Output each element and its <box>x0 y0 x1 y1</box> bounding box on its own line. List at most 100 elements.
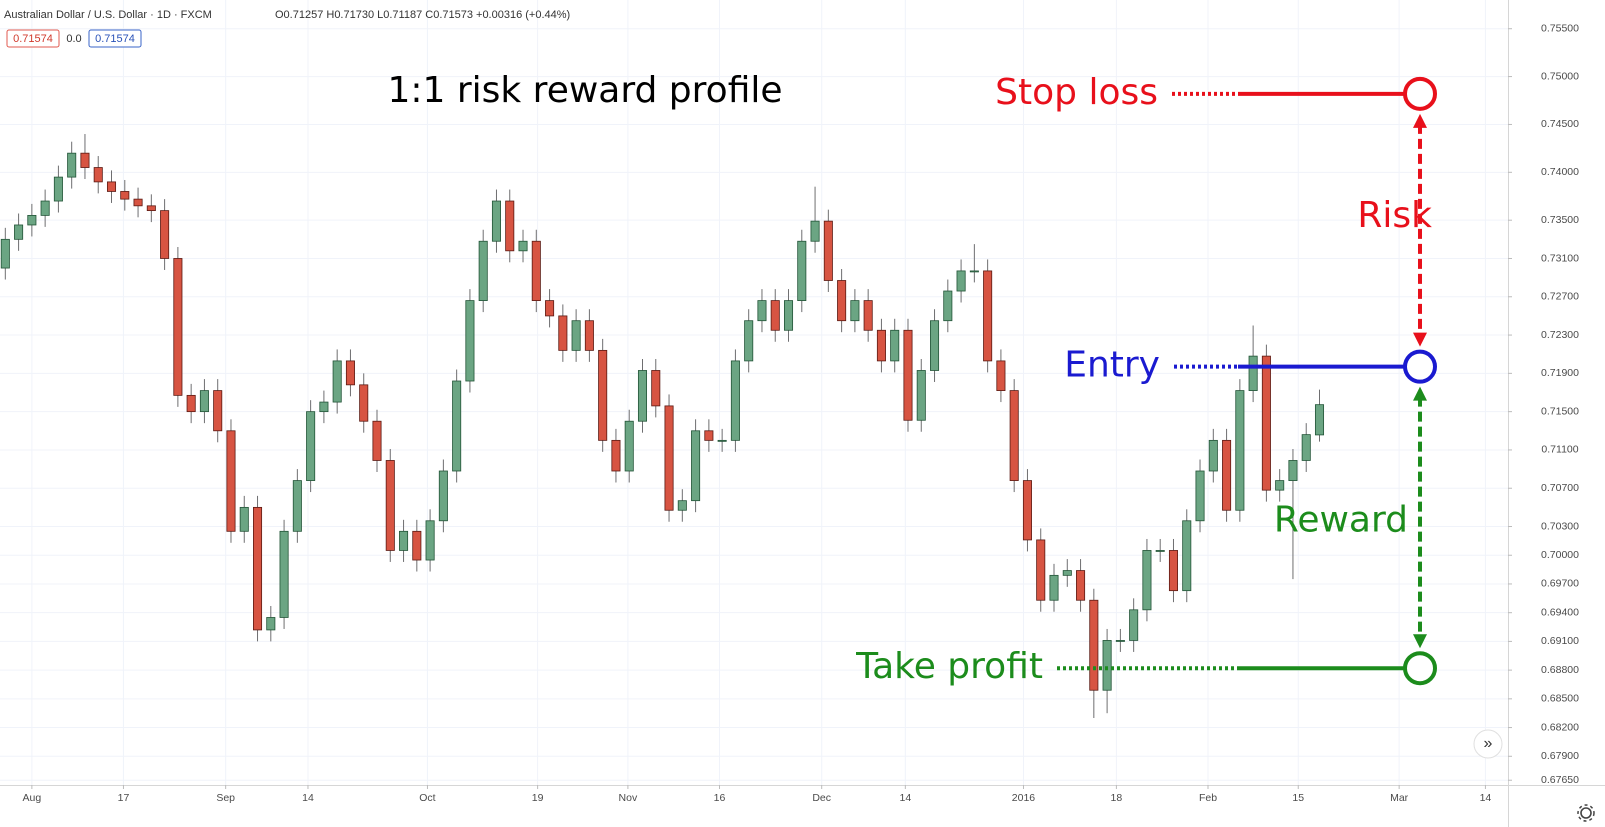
candle-body <box>1301 434 1311 461</box>
candle-body <box>664 405 674 511</box>
reward-arrow-head <box>1413 634 1427 649</box>
y-tick-label: 0.70000 <box>1541 549 1579 561</box>
y-tick-label: 0.69400 <box>1541 606 1579 618</box>
candle-body <box>916 370 926 421</box>
ask: 0.71574 <box>95 33 135 45</box>
candle-body <box>611 439 621 472</box>
candle-body <box>266 617 276 631</box>
candle-body <box>306 411 316 481</box>
x-tick-label: 2016 <box>1012 792 1036 804</box>
x-tick-label: Sep <box>216 792 235 804</box>
candle-body <box>146 205 156 212</box>
candle-body <box>93 167 103 183</box>
candle-body <box>1049 574 1059 601</box>
risk-arrow-head <box>1413 332 1427 347</box>
x-tick-label: Aug <box>23 792 42 804</box>
candle-body <box>438 470 448 522</box>
candle-body <box>651 370 661 407</box>
candle-body <box>956 270 966 292</box>
candle-body <box>1248 355 1258 391</box>
x-tick-label: 19 <box>532 792 544 804</box>
candle-body <box>730 360 740 441</box>
candle-body <box>1195 470 1205 522</box>
candle-body <box>27 214 37 226</box>
x-tick-label: 18 <box>1111 792 1123 804</box>
candle-body <box>810 220 820 242</box>
candle-body <box>239 506 249 532</box>
candle-body <box>1142 550 1152 611</box>
svg-text:»: » <box>1484 735 1493 752</box>
candle-body <box>133 198 143 207</box>
x-tick-label: 17 <box>118 792 130 804</box>
candle-body <box>67 152 77 178</box>
candle-body <box>1275 480 1285 491</box>
y-tick-label: 0.74500 <box>1541 118 1579 130</box>
candle-body <box>345 360 355 386</box>
candle-body <box>226 430 236 532</box>
overlay: Stop loss Entry Take profit Risk Reward <box>855 72 1437 687</box>
candle-body <box>213 390 223 432</box>
candle-body <box>863 300 873 331</box>
candle-body <box>1102 640 1112 691</box>
candle-body <box>518 240 528 252</box>
y-tick-label: 0.73500 <box>1541 214 1579 226</box>
candle-body <box>0 238 10 269</box>
candle-body <box>717 439 727 442</box>
level-marker <box>1403 76 1437 111</box>
candle-body <box>412 530 422 561</box>
level-marker <box>1403 651 1437 686</box>
candle-body <box>465 300 475 382</box>
reward-arrow-head <box>1413 386 1427 401</box>
y-tick-label: 0.72700 <box>1541 291 1579 303</box>
candle-body <box>1076 570 1086 601</box>
candle-body <box>837 280 847 322</box>
x-tick-label: 14 <box>899 792 911 804</box>
risk-arrow-head <box>1413 113 1427 128</box>
candle-body <box>823 220 833 281</box>
symbol: Australian Dollar / U.S. Dollar · 1D · F… <box>4 9 212 21</box>
candle-body <box>1288 460 1298 481</box>
y-tick-label: 0.67900 <box>1541 750 1579 762</box>
y-tick-label: 0.72300 <box>1541 329 1579 341</box>
candle-body <box>1208 439 1218 472</box>
candle-body <box>996 360 1006 391</box>
candle-body <box>624 420 634 472</box>
candle-body <box>584 320 594 351</box>
y-tick-label: 0.68200 <box>1541 721 1579 733</box>
candle-body <box>1062 570 1072 576</box>
y-tick-label: 0.71900 <box>1541 367 1579 379</box>
x-tick-label: Feb <box>1199 792 1217 804</box>
candle-body <box>545 300 555 317</box>
candle-body <box>1036 539 1046 601</box>
x-tick-label: Dec <box>812 792 831 804</box>
candle-body <box>677 500 687 511</box>
annotation: Reward <box>1274 499 1408 540</box>
candle-body <box>983 270 993 362</box>
y-tick-label: 0.68800 <box>1541 664 1579 676</box>
y-tick-label: 0.70700 <box>1541 482 1579 494</box>
settings-button[interactable] <box>1577 804 1595 822</box>
candle-body <box>120 191 130 200</box>
ohlc: O0.71257 H0.71730 L0.71187 C0.71573 +0.0… <box>275 9 570 21</box>
annotation: Risk <box>1357 195 1432 236</box>
candles <box>0 134 1325 718</box>
scroll-button[interactable]: » <box>1473 729 1503 759</box>
level-marker <box>1403 349 1437 384</box>
level-label: Take profit <box>855 646 1043 687</box>
candle-body <box>359 384 369 422</box>
ask-box <box>88 29 142 48</box>
chart-title: 1:1 risk reward profile <box>387 70 782 111</box>
y-tick-label: 0.75500 <box>1541 23 1579 35</box>
level-label: Stop loss <box>995 72 1158 113</box>
y-tick-label: 0.68500 <box>1541 693 1579 705</box>
y-tick-label: 0.69100 <box>1541 635 1579 647</box>
y-tick-label: 0.69700 <box>1541 578 1579 590</box>
candle-body <box>571 320 581 351</box>
y-tick-label: 0.74000 <box>1541 166 1579 178</box>
candle-body <box>80 152 90 168</box>
candle-body <box>930 320 940 371</box>
candle-body <box>53 176 63 202</box>
candle-body <box>598 349 608 441</box>
